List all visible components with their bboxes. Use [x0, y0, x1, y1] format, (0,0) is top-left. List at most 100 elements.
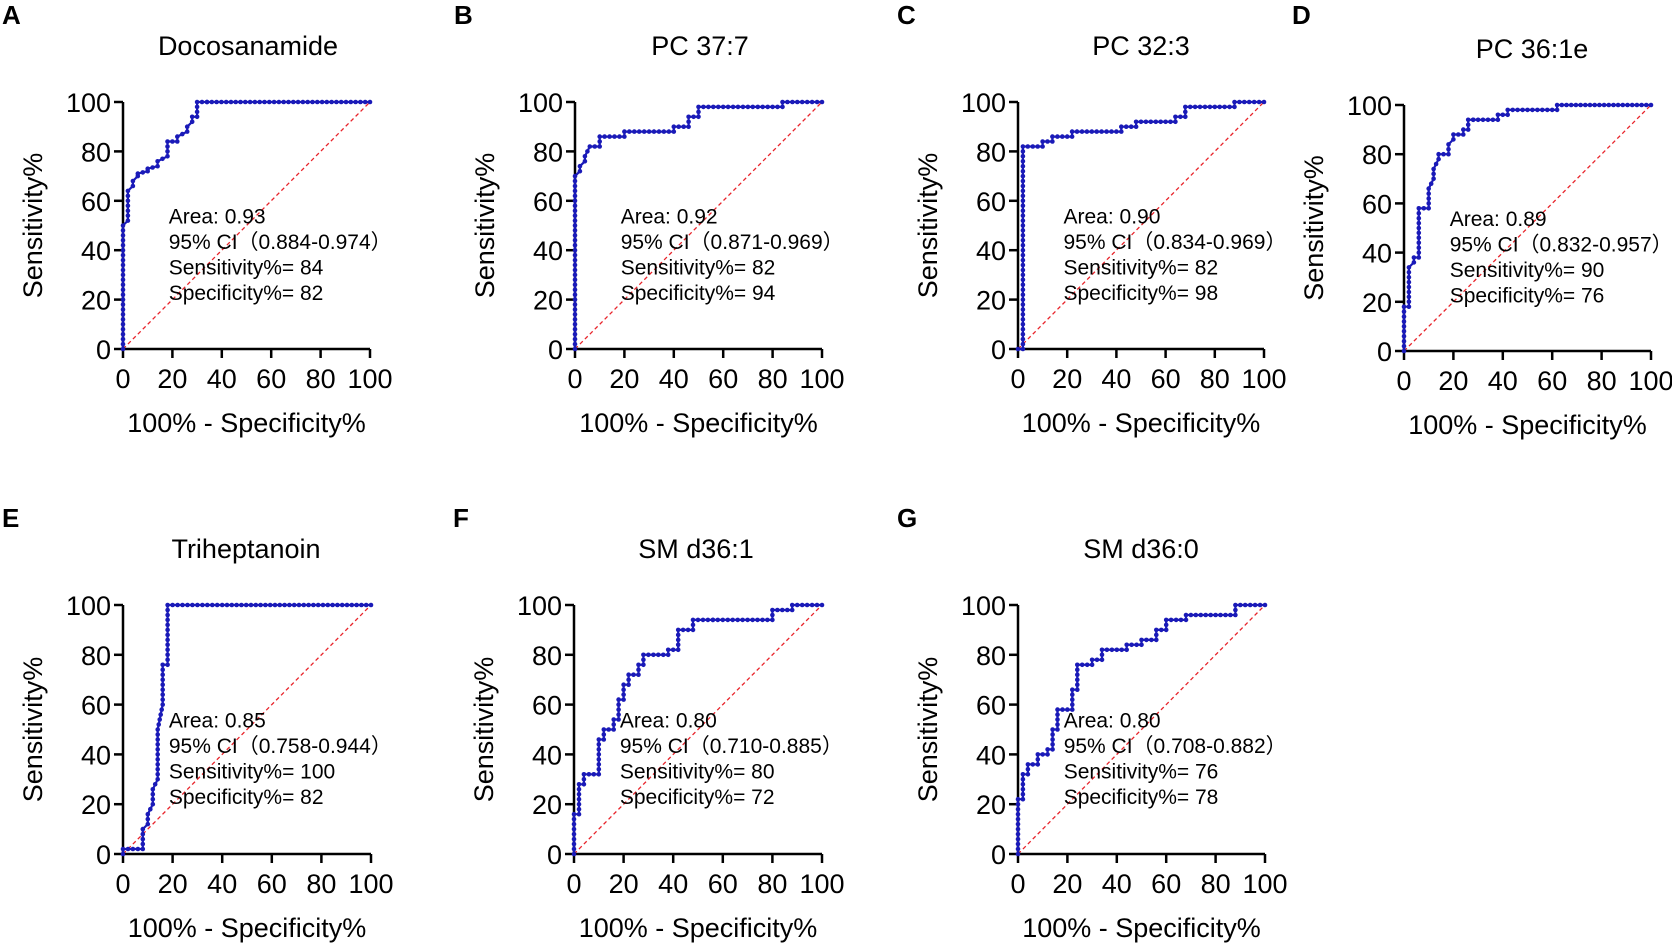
- roc-markers: [1015, 99, 1267, 352]
- roc-point: [696, 109, 701, 115]
- roc-point: [1261, 99, 1267, 105]
- roc-point: [710, 617, 716, 623]
- roc-point: [140, 846, 146, 852]
- roc-point: [572, 193, 578, 199]
- stat-line: Area: 0.90: [1064, 206, 1161, 229]
- roc-point: [1207, 104, 1213, 110]
- x-tick-label: 40: [1102, 869, 1132, 899]
- roc-point: [1020, 218, 1026, 223]
- roc-point: [1075, 667, 1080, 672]
- roc-point: [1020, 272, 1026, 278]
- roc-point: [1401, 343, 1407, 349]
- roc-point: [1020, 787, 1026, 792]
- roc-point: [175, 139, 180, 144]
- roc-point: [1183, 109, 1188, 115]
- roc-point: [1431, 166, 1436, 172]
- roc-point: [1426, 196, 1431, 201]
- roc-point: [1020, 183, 1026, 189]
- roc-point: [1045, 752, 1050, 757]
- roc-point: [607, 134, 612, 139]
- roc-point: [572, 277, 578, 283]
- roc-point: [572, 247, 578, 253]
- x-tick-label: 0: [115, 364, 130, 394]
- roc-point: [626, 677, 631, 682]
- roc-point: [120, 292, 126, 298]
- roc-point: [315, 602, 321, 608]
- roc-point: [636, 129, 642, 134]
- roc-point: [120, 252, 126, 258]
- roc-point: [1611, 102, 1616, 108]
- y-tick-label: 40: [81, 740, 111, 770]
- roc-point: [1015, 831, 1021, 837]
- roc-point: [596, 762, 602, 767]
- roc-point: [1020, 292, 1026, 298]
- roc-point: [125, 188, 131, 194]
- roc-point: [1015, 816, 1021, 822]
- roc-point: [224, 602, 230, 608]
- roc-point: [1129, 642, 1134, 648]
- roc-point: [1020, 287, 1026, 293]
- y-tick-label: 60: [533, 187, 563, 217]
- roc-point: [1411, 260, 1417, 265]
- roc-point: [165, 632, 170, 638]
- chart-panel-g: G SM d36:0 0 20 40 60 80 100 0 20 40 60 80 100 100% - …: [897, 503, 1288, 943]
- roc-point: [1406, 299, 1412, 305]
- roc-point: [1020, 243, 1026, 248]
- roc-point: [120, 846, 126, 852]
- chart-panel-f: F SM d36:1 0 20 40 60 80 100 0 20 40 60 80 100 100% - …: [453, 503, 845, 943]
- roc-point: [1227, 104, 1232, 110]
- stat-line: 95% CI（0.832-0.957）: [1450, 234, 1672, 257]
- roc-point: [656, 129, 662, 134]
- roc-point: [571, 846, 577, 852]
- roc-point: [1069, 134, 1075, 139]
- roc-point: [1055, 134, 1060, 139]
- roc-point: [1406, 270, 1412, 275]
- roc-point: [155, 737, 160, 742]
- roc-point: [611, 717, 616, 722]
- y-tick-label: 20: [976, 286, 1006, 316]
- x-tick-label: 40: [659, 364, 689, 394]
- roc-point: [1020, 257, 1026, 263]
- roc-point: [1139, 642, 1144, 648]
- x-tick-label: 100: [1628, 366, 1672, 396]
- roc-point: [272, 602, 278, 608]
- roc-point: [1559, 102, 1565, 108]
- roc-point: [1020, 203, 1026, 208]
- x-tick-label: 20: [158, 869, 188, 899]
- roc-point: [120, 262, 126, 268]
- roc-point: [1015, 801, 1021, 807]
- roc-point: [252, 99, 258, 105]
- roc-point: [1183, 612, 1189, 618]
- roc-point: [257, 99, 263, 105]
- roc-point: [670, 647, 676, 653]
- roc-point: [1015, 811, 1021, 817]
- y-tick-label: 80: [81, 137, 111, 167]
- roc-point: [184, 129, 190, 134]
- roc-point: [1089, 657, 1095, 663]
- roc-point: [1416, 235, 1422, 241]
- chart-title: Docosanamide: [158, 31, 338, 61]
- roc-point: [1020, 252, 1026, 258]
- y-tick-label: 0: [547, 840, 562, 870]
- roc-markers: [120, 99, 373, 352]
- roc-point: [581, 777, 587, 782]
- roc-point: [1075, 687, 1080, 692]
- roc-point: [1401, 348, 1407, 354]
- roc-point: [1124, 647, 1129, 653]
- roc-point: [1426, 191, 1431, 196]
- roc-point: [1020, 796, 1026, 802]
- roc-point: [1208, 612, 1213, 618]
- roc-point: [572, 233, 578, 238]
- roc-point: [576, 796, 582, 802]
- x-tick-label: 100: [1241, 364, 1286, 394]
- roc-point: [1020, 777, 1026, 782]
- roc-point: [597, 139, 602, 144]
- roc-point: [1168, 617, 1174, 623]
- roc-point: [1069, 129, 1075, 134]
- roc-point: [1411, 255, 1417, 260]
- roc-point: [190, 602, 195, 608]
- roc-point: [1401, 319, 1407, 324]
- roc-point: [1212, 104, 1218, 110]
- panel-letter: B: [454, 0, 473, 30]
- roc-point: [572, 178, 578, 184]
